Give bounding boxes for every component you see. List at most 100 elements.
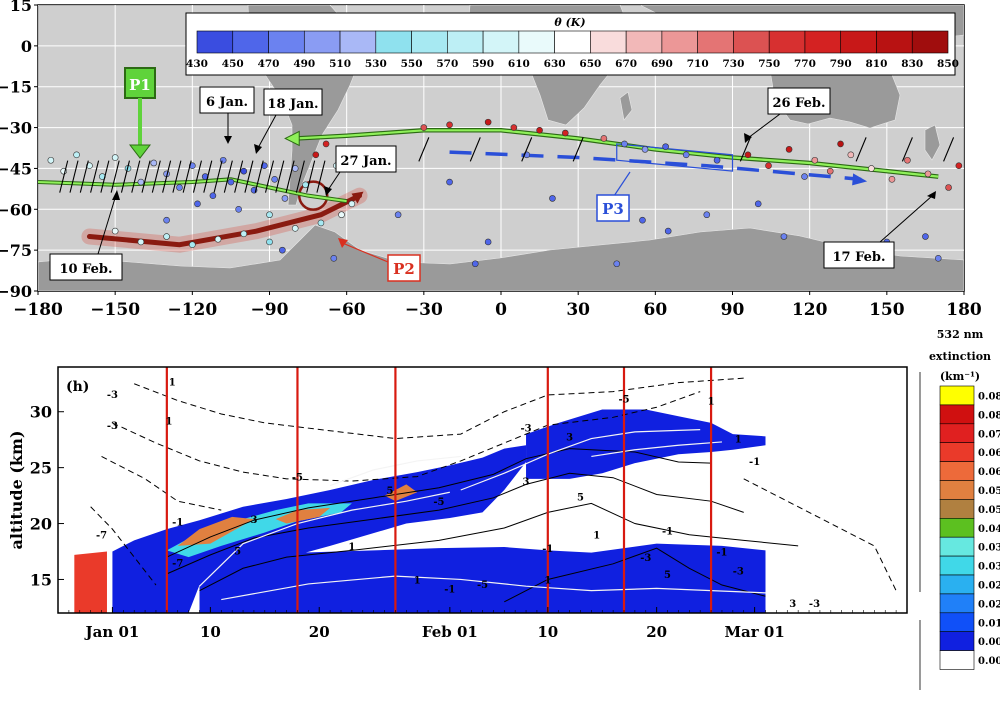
theta-point xyxy=(837,140,844,148)
map-x-tick-label: −120 xyxy=(167,300,217,320)
theta-point xyxy=(826,167,834,175)
map-x-tick-label: 60 xyxy=(643,300,667,320)
theta-point xyxy=(713,156,721,164)
theta-tick-label: 810 xyxy=(866,58,888,70)
theta-swatch xyxy=(411,30,448,54)
p3-text: P3 xyxy=(602,200,624,218)
theta-point xyxy=(446,178,453,186)
hatch-mark xyxy=(79,160,89,193)
contour-label: -5 xyxy=(433,497,444,508)
theta-point xyxy=(111,154,119,161)
extinction-tick-label: 0.045 xyxy=(978,524,1000,535)
theta-tick-label: 670 xyxy=(615,58,637,70)
date-label-26-feb: 26 Feb. xyxy=(744,87,831,143)
svg-text:18 Jan.: 18 Jan. xyxy=(267,97,318,112)
map-y-tick-label: −15 xyxy=(0,78,32,97)
extinction-swatch xyxy=(939,593,975,614)
antarctica-landmass xyxy=(38,224,964,291)
p3-box xyxy=(596,194,630,222)
hatch-mark xyxy=(264,160,275,193)
contour-label: -1 xyxy=(716,548,727,559)
theta-tick-label: 570 xyxy=(436,58,458,70)
hatch-mark xyxy=(100,160,110,193)
contour-white xyxy=(591,441,723,458)
theta-point xyxy=(639,216,646,224)
contour-label: 1 xyxy=(735,435,742,446)
date-label-10-feb: 10 Feb. xyxy=(49,190,123,281)
theta-point xyxy=(240,230,248,238)
theta-point xyxy=(484,118,492,126)
theta-point xyxy=(291,225,299,232)
theta-point xyxy=(176,184,183,191)
extinction-swatch xyxy=(939,631,975,651)
theta-point xyxy=(682,151,690,159)
svg-text:26 Feb.: 26 Feb. xyxy=(772,96,825,111)
hatch-mark xyxy=(182,160,192,193)
x-tick-label: 10 xyxy=(200,623,221,641)
contours xyxy=(90,377,897,603)
theta-point xyxy=(420,124,428,131)
map-x-tick-label: −90 xyxy=(251,300,289,320)
extinction-swatch xyxy=(939,461,975,481)
theta-point xyxy=(765,162,772,170)
svg-text:6 Jan.: 6 Jan. xyxy=(206,95,248,110)
new-zealand-landmass xyxy=(924,124,941,161)
label-p2: P2 xyxy=(338,238,421,282)
theta-point xyxy=(163,216,170,224)
theta-swatch xyxy=(554,30,591,54)
contour-label: -5 xyxy=(292,473,303,484)
hatch-mark xyxy=(285,160,295,193)
p2-track xyxy=(86,193,363,248)
map-panel: θ (K) 430 450 470 490 510 530 550 570 590 610 630 6… xyxy=(0,0,982,320)
contour-label: -1 xyxy=(749,457,760,468)
map-x-tick-label: −60 xyxy=(328,300,366,320)
date-label-17-feb: 17 Feb. xyxy=(823,191,936,269)
p3-arrowhead xyxy=(852,173,868,186)
theta-point xyxy=(227,178,235,186)
theta-swatch xyxy=(625,30,663,54)
hatch-mark xyxy=(855,137,867,162)
svg-text:27 Jan.: 27 Jan. xyxy=(340,154,391,169)
contour-label: 1 xyxy=(169,378,176,389)
contour-dashed xyxy=(743,478,897,591)
theta-tick-label: 730 xyxy=(722,58,744,70)
theta-point xyxy=(137,238,145,246)
theta-swatch xyxy=(303,30,341,54)
extinction-colorbar-label-2: extinction xyxy=(929,350,991,363)
extinction-tick-label: 0.075 xyxy=(978,429,1000,440)
theta-point xyxy=(394,211,402,219)
p3-leader xyxy=(613,171,631,197)
map-y-tick-label: −45 xyxy=(0,159,32,178)
hatch-marks xyxy=(59,137,955,193)
aerosol-region xyxy=(74,551,107,613)
svg-text:17 Feb.: 17 Feb. xyxy=(832,250,885,265)
extinction-swatch xyxy=(939,385,975,406)
contour-label: -3 xyxy=(107,390,118,401)
date-label-6-jan: 6 Jan. xyxy=(199,86,255,144)
aerosol-region xyxy=(526,409,766,479)
theta-point xyxy=(111,227,119,235)
map-y-tick-label: −30 xyxy=(0,119,32,138)
hatch-mark xyxy=(306,160,316,193)
p3-box-outline xyxy=(616,143,734,172)
theta-tick-label: 690 xyxy=(651,58,673,70)
contour-label: -7 xyxy=(96,531,107,542)
contour-white xyxy=(199,491,450,587)
theta-swatch xyxy=(482,30,520,54)
contour-dashed xyxy=(90,506,157,586)
extinction-swatch xyxy=(939,442,975,462)
extinction-tick-label: 0.057 xyxy=(978,486,1000,497)
extinction-tick-label: 0.039 xyxy=(978,543,1000,554)
contour-label: -3 xyxy=(733,567,744,578)
theta-tick-label: 450 xyxy=(222,58,244,70)
theta-swatch xyxy=(804,30,842,54)
map-y-tick-label: −75 xyxy=(0,241,32,260)
theta-point xyxy=(266,211,273,219)
theta-tick-label: 510 xyxy=(329,58,351,70)
map-x-tick-label: −150 xyxy=(90,300,140,320)
date-annotations: 6 Jan. 18 Jan. 27 Jan. 26 Feb. xyxy=(49,86,936,281)
theta-point xyxy=(189,241,196,248)
hatch-mark xyxy=(120,160,130,193)
